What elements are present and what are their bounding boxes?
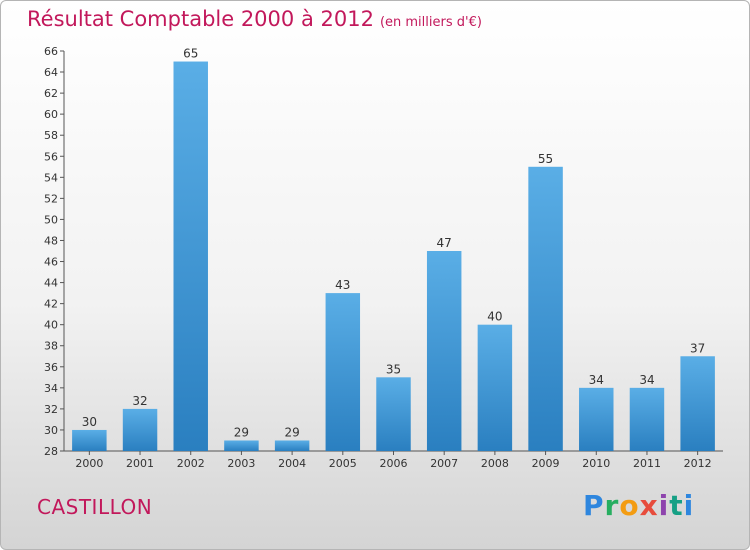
- y-tick-label: 52: [44, 192, 58, 205]
- x-tick-label: 2009: [532, 457, 560, 470]
- bar: [629, 387, 665, 451]
- bar: [528, 166, 563, 451]
- chart-title: Résultat Comptable 2000 à 2012 (en millie…: [27, 7, 482, 31]
- bar-value-label: 40: [487, 310, 502, 324]
- x-tick-label: 2002: [177, 457, 205, 470]
- x-tick-label: 2000: [75, 457, 103, 470]
- bar: [224, 440, 259, 451]
- x-tick-label: 2011: [633, 457, 661, 470]
- y-tick-label: 28: [44, 445, 58, 458]
- x-tick-label: 2005: [329, 457, 357, 470]
- bar: [274, 440, 310, 451]
- x-tick-label: 2001: [126, 457, 154, 470]
- proxiti-logo: Proxiti: [583, 489, 694, 522]
- y-tick-label: 58: [44, 129, 58, 142]
- commune-name: CASTILLON: [37, 495, 153, 519]
- logo-letter: i: [658, 489, 670, 522]
- y-tick-label: 64: [44, 66, 58, 79]
- chart-subtitle: (en milliers d'€): [379, 15, 482, 30]
- axes: 28 30 32 34 36 38 40 42 44 46 48 50 52 54 56 58 60 62 64 66…: [44, 45, 723, 470]
- y-tick-label: 66: [44, 45, 58, 58]
- logo-letter: t: [669, 489, 684, 522]
- bar-value-label: 29: [234, 425, 249, 439]
- bar-value-label: 43: [335, 278, 350, 292]
- logo-letter: i: [683, 489, 695, 522]
- x-tick-label: 2012: [684, 457, 712, 470]
- bar: [376, 377, 411, 451]
- y-tick-label: 34: [44, 382, 58, 395]
- bar-value-label: 35: [386, 362, 401, 376]
- y-tick-label: 32: [44, 403, 58, 416]
- y-tick-label: 48: [44, 234, 58, 247]
- logo-letter: P: [583, 489, 605, 522]
- x-tick-label: 2008: [481, 457, 509, 470]
- y-tick-label: 56: [44, 150, 58, 163]
- y-tick-label: 30: [44, 424, 58, 437]
- x-tick-label: 2003: [227, 457, 255, 470]
- x-tick-label: 2010: [582, 457, 610, 470]
- y-tick-label: 50: [44, 213, 58, 226]
- bar-value-label: 47: [437, 236, 452, 250]
- bar: [72, 429, 107, 451]
- x-tick-label: 2004: [278, 457, 306, 470]
- bar: [579, 387, 614, 451]
- y-tick-label: 44: [44, 277, 58, 290]
- y-tick-label: 42: [44, 298, 58, 311]
- bar: [477, 324, 513, 451]
- bar-value-label: 34: [589, 373, 604, 387]
- y-tick-label: 60: [44, 108, 58, 121]
- bar: [122, 408, 158, 451]
- bar-value-label: 65: [183, 47, 198, 61]
- logo-letter: r: [604, 489, 620, 522]
- logo-letter: o: [619, 489, 640, 522]
- chart-title-text: Résultat Comptable 2000 à 2012: [27, 7, 374, 31]
- bar-value-label: 32: [132, 394, 147, 408]
- bar-value-label: 29: [284, 425, 299, 439]
- bar-value-label: 37: [690, 341, 705, 355]
- y-tick-label: 46: [44, 256, 58, 269]
- y-tick-label: 36: [44, 361, 58, 374]
- bars: 30 32 65 29 29 43 35 47 40 55 34 34 37: [72, 47, 715, 452]
- y-tick-label: 40: [44, 319, 58, 332]
- y-tick-label: 38: [44, 340, 58, 353]
- bar: [426, 251, 462, 451]
- bar-value-label: 34: [639, 373, 654, 387]
- x-tick-label: 2006: [380, 457, 408, 470]
- bar-value-label: 30: [82, 415, 97, 429]
- bar: [680, 356, 715, 451]
- bar: [325, 293, 361, 451]
- y-tick-label: 62: [44, 87, 58, 100]
- y-tick-label: 54: [44, 171, 58, 184]
- bar-value-label: 55: [538, 152, 553, 166]
- bar: [173, 61, 208, 452]
- x-tick-label: 2007: [430, 457, 458, 470]
- logo-letter: x: [639, 489, 659, 522]
